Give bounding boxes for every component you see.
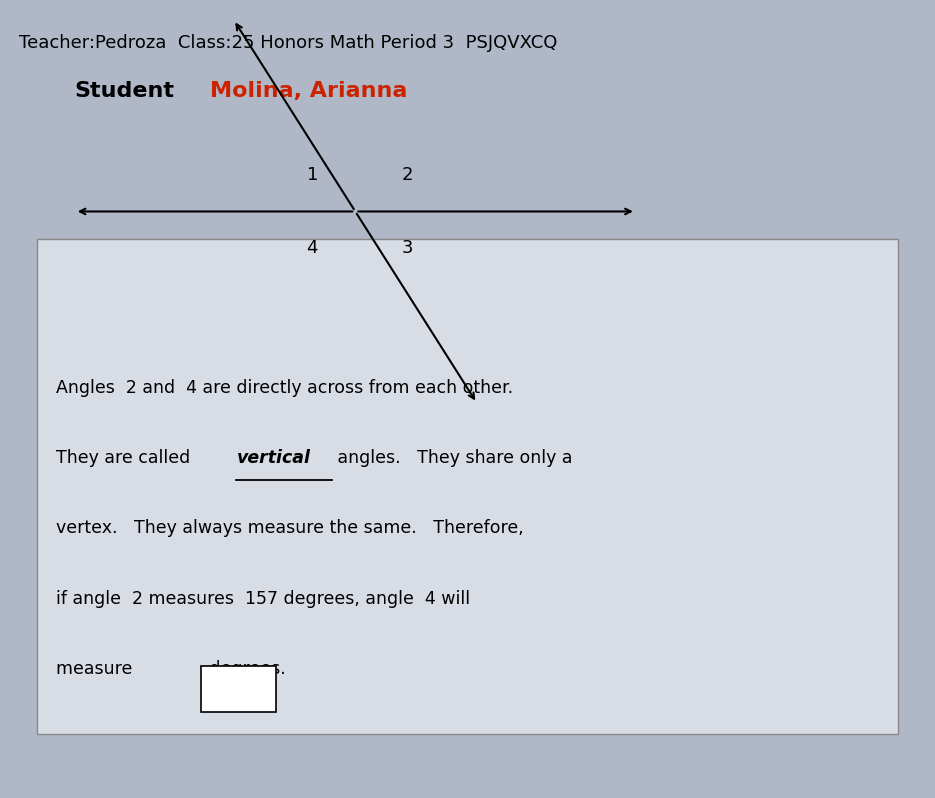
Bar [37, 239, 898, 734]
Text: vertical: vertical [237, 449, 310, 468]
Text: They are called: They are called [56, 449, 195, 468]
Text: 2: 2 [402, 165, 413, 184]
Text: Angles  2 and  4 are directly across from each other.: Angles 2 and 4 are directly across from … [56, 379, 513, 397]
Text: 1: 1 [307, 165, 318, 184]
Text: Student: Student [75, 81, 175, 101]
Text: measure              degrees.: measure degrees. [56, 660, 286, 678]
Text: 4: 4 [307, 239, 318, 258]
Bar [201, 666, 276, 712]
Text: 3: 3 [402, 239, 413, 258]
Text: if angle  2 measures  157 degrees, angle  4 will: if angle 2 measures 157 degrees, angle 4… [56, 590, 470, 608]
Text: Molina, Arianna: Molina, Arianna [210, 81, 408, 101]
Text: angles.   They share only a: angles. They share only a [332, 449, 572, 468]
Text: Teacher:Pedroza  Class:25 Honors Math Period 3  PSJQVXCQ: Teacher:Pedroza Class:25 Honors Math Per… [19, 34, 557, 52]
Text: vertex.   They always measure the same.   Therefore,: vertex. They always measure the same. Th… [56, 519, 524, 538]
